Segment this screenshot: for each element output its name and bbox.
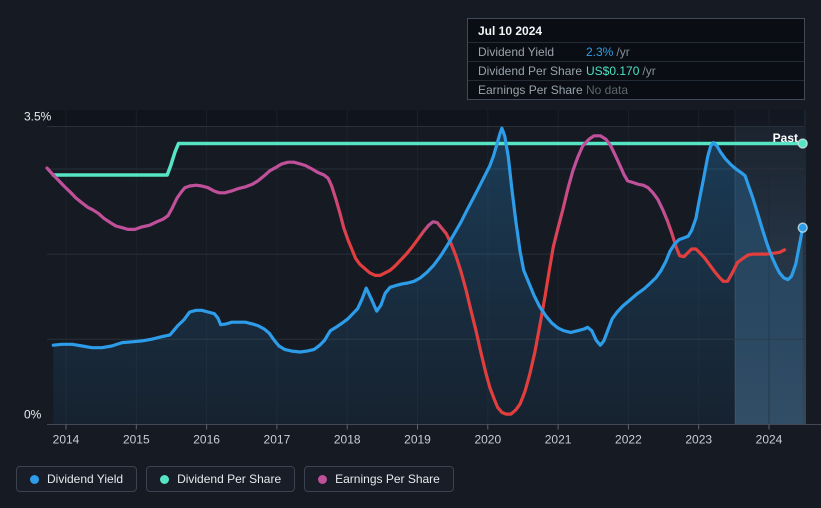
- tooltip-rows: Dividend Yield 2.3%/yr Dividend Per Share U…: [468, 42, 804, 99]
- y-axis-label: 0%: [24, 407, 42, 421]
- chart-legend: Dividend Yield Dividend Per Share Earnings…: [16, 466, 454, 492]
- x-tick-label: 2015: [123, 433, 150, 447]
- tooltip-row-label: Dividend Per Share: [478, 64, 583, 78]
- plot-top-strip: [47, 110, 804, 127]
- past-label: Past: [773, 131, 798, 145]
- x-tick-label: 2022: [615, 433, 642, 447]
- dividend-yield-area: [53, 128, 803, 425]
- x-tick-label: 2023: [685, 433, 712, 447]
- chart-tooltip: Jul 10 2024 Dividend Yield 2.3%/yr Dividen…: [467, 18, 805, 100]
- tooltip-row-suffix: /yr: [642, 64, 656, 78]
- y-axis-label: 3.5%: [24, 109, 52, 123]
- series-end-dot-blue: [797, 222, 808, 233]
- legend-item-earnings-per-share[interactable]: Earnings Per Share: [304, 466, 454, 492]
- series-line-dividend-yield: [51, 126, 805, 354]
- tooltip-row-label: Earnings Per Share: [478, 83, 583, 97]
- series-line-dividend-per-share: [51, 141, 805, 177]
- legend-dot-icon: [30, 474, 39, 484]
- tooltip-row: Dividend Yield 2.3%/yr: [468, 42, 804, 61]
- tooltip-row: Dividend Per Share US$0.170/yr: [468, 61, 804, 80]
- series-line-earnings-per-share: [45, 134, 787, 416]
- legend-dot-icon: [318, 474, 328, 484]
- tooltip-row-value: 2.3%: [586, 45, 614, 59]
- x-tick-label: 2017: [264, 433, 291, 447]
- legend-item-label: Earnings Per Share: [335, 472, 440, 486]
- x-tick-label: 2019: [404, 433, 431, 447]
- tooltip-row-label: Dividend Yield: [478, 45, 555, 59]
- tooltip-date: Jul 10 2024: [478, 24, 543, 38]
- legend-item-label: Dividend Per Share: [177, 472, 282, 486]
- series-end-dot-teal: [797, 138, 808, 149]
- x-tick-label: 2014: [53, 433, 80, 447]
- x-tick-label: 2020: [474, 433, 501, 447]
- legend-item-dividend-per-share[interactable]: Dividend Per Share: [146, 466, 296, 492]
- tooltip-row: Earnings Per Share No data: [468, 80, 804, 99]
- legend-item-label: Dividend Yield: [47, 472, 124, 486]
- dividend-chart-canvas[interactable]: 2014 2015 2016 2017 2018 2019 2020 2021 2022 2023…: [0, 0, 821, 455]
- x-tick-label: 2016: [193, 433, 220, 447]
- tooltip-row-value: No data: [586, 83, 629, 97]
- tooltip-row-suffix: /yr: [616, 45, 630, 59]
- x-tick-label: 2024: [756, 433, 783, 447]
- x-tick-label: 2021: [545, 433, 572, 447]
- legend-item-dividend-yield[interactable]: Dividend Yield: [16, 466, 138, 492]
- x-tick-label: 2018: [334, 433, 361, 447]
- tooltip-row-value: US$0.170: [586, 64, 640, 78]
- legend-dot-icon: [160, 474, 170, 484]
